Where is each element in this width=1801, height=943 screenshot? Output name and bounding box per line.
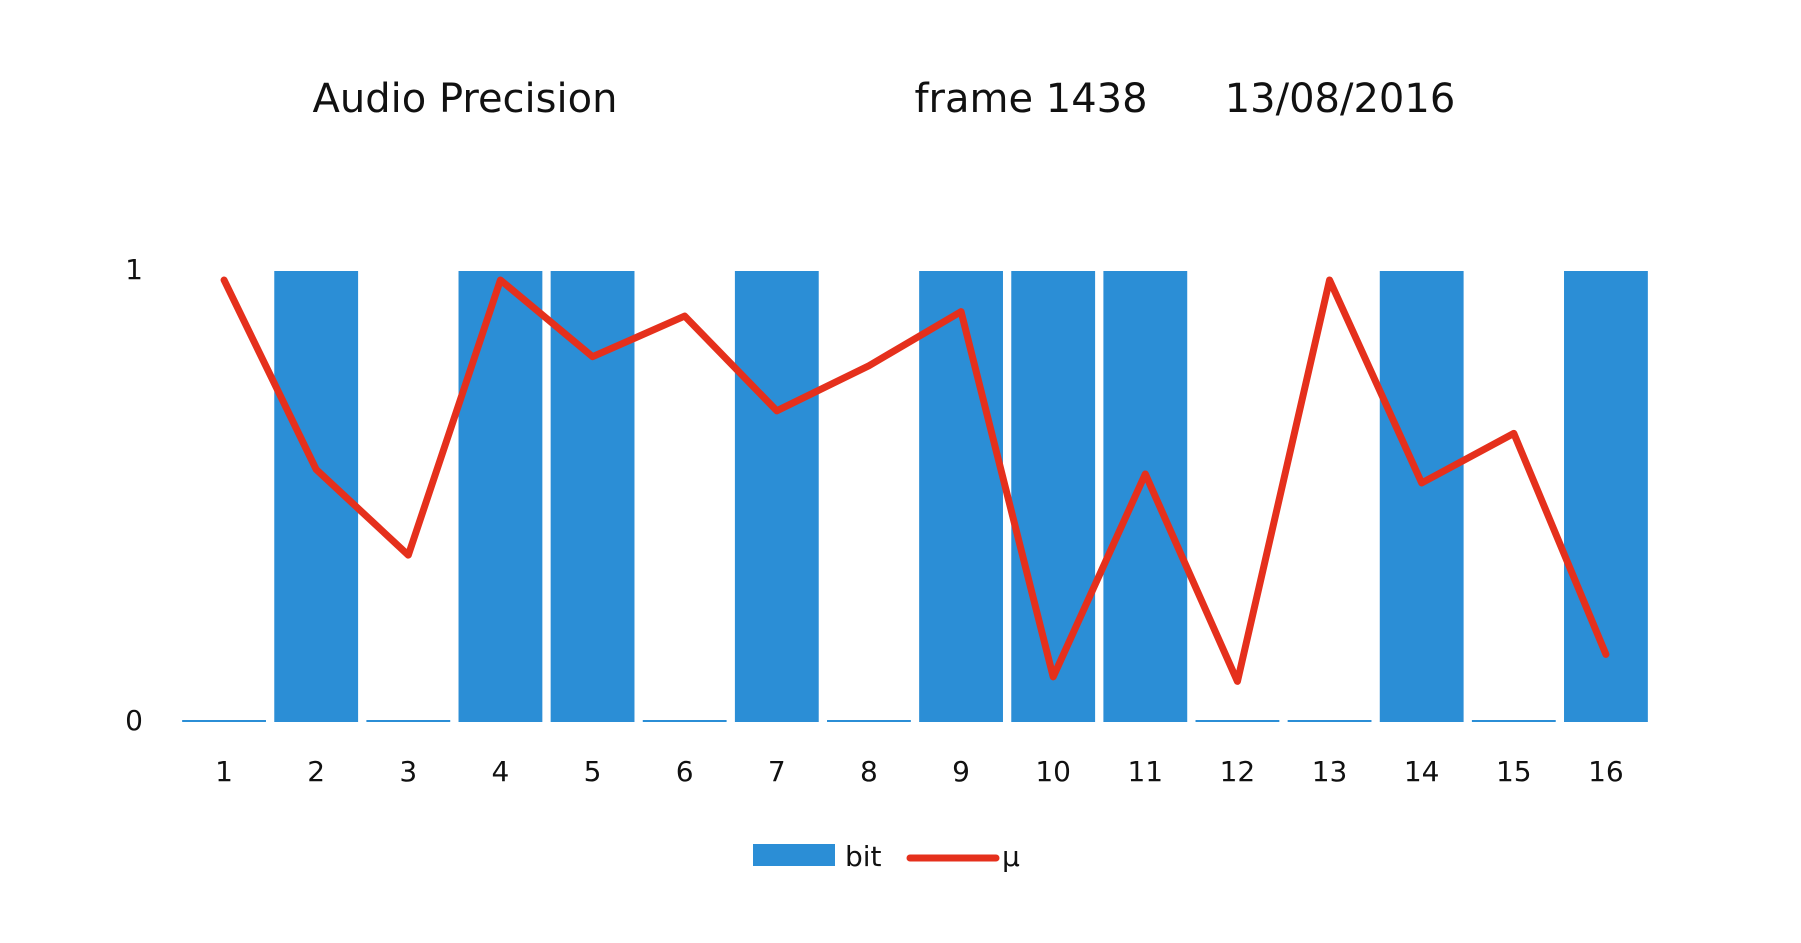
line bbox=[220, 276, 1610, 685]
x-tick-label: 11 bbox=[1127, 755, 1163, 788]
x-tick-label: 8 bbox=[860, 755, 878, 788]
x-tick-label: 12 bbox=[1220, 755, 1256, 788]
x-tick-label: 9 bbox=[952, 755, 970, 788]
bar bbox=[182, 720, 266, 722]
legend-swatch bbox=[753, 844, 835, 866]
legend-label: bit bbox=[845, 840, 882, 873]
x-tick-label: 5 bbox=[584, 755, 602, 788]
bar bbox=[1195, 720, 1280, 722]
bar bbox=[366, 720, 451, 722]
x-tick-label: 16 bbox=[1588, 755, 1624, 788]
bar bbox=[1287, 720, 1372, 722]
x-tick-label: 4 bbox=[492, 755, 510, 788]
bar bbox=[550, 271, 635, 722]
bar bbox=[458, 271, 543, 722]
chart-title: Audio Precision bbox=[313, 76, 618, 122]
y-tick-label: 1 bbox=[125, 253, 143, 286]
bar bbox=[1103, 271, 1188, 722]
bar bbox=[1471, 720, 1556, 722]
x-tick-label: 14 bbox=[1404, 755, 1440, 788]
bar bbox=[642, 720, 727, 722]
x-tick-label: 15 bbox=[1496, 755, 1532, 788]
annotation: frame 1438 bbox=[914, 76, 1147, 122]
annotation: 13/08/2016 bbox=[1225, 76, 1456, 122]
bar bbox=[734, 271, 819, 722]
bar bbox=[1011, 271, 1096, 722]
legend-label: μ bbox=[1002, 840, 1020, 873]
x-tick-label: 7 bbox=[768, 755, 786, 788]
x-tick-label: 13 bbox=[1312, 755, 1348, 788]
bar bbox=[919, 271, 1003, 722]
x-tick-label: 6 bbox=[676, 755, 694, 788]
x-tick-label: 10 bbox=[1035, 755, 1071, 788]
x-tick-label: 2 bbox=[307, 755, 325, 788]
bar bbox=[1379, 271, 1464, 722]
x-tick-label: 3 bbox=[399, 755, 417, 788]
y-tick-label: 0 bbox=[125, 704, 143, 737]
x-tick-label: 1 bbox=[215, 755, 233, 788]
bar bbox=[827, 720, 911, 722]
